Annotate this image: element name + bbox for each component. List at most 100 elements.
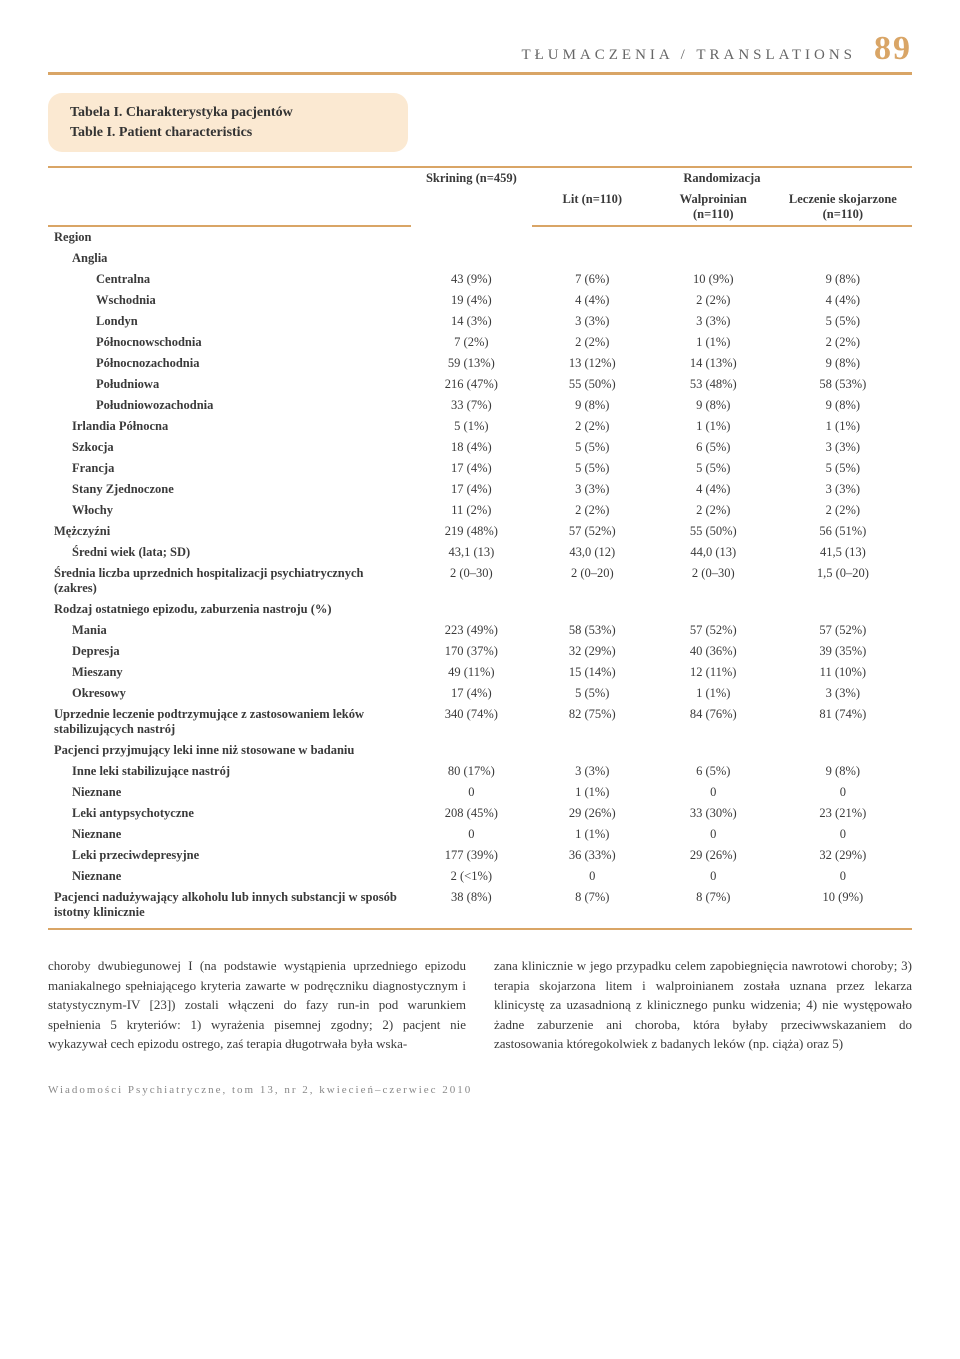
table-caption: Tabela I. Charakterystyka pacjentów Tabl… — [48, 93, 408, 152]
row-label: Pacjenci przyjmujący leki inne niż stoso… — [48, 740, 411, 761]
table-row: Nieznane01 (1%)00 — [48, 782, 912, 803]
cell-value: 1 (1%) — [532, 782, 653, 803]
cell-value: 12 (11%) — [653, 662, 774, 683]
body-text: choroby dwubiegunowej I (na podstawie wy… — [48, 956, 912, 1054]
cell-value: 216 (47%) — [411, 374, 532, 395]
cell-value: 5 (5%) — [532, 458, 653, 479]
cell-value: 10 (9%) — [653, 269, 774, 290]
row-label: Nieznane — [48, 824, 411, 845]
table-row: Włochy11 (2%)2 (2%)2 (2%)2 (2%) — [48, 500, 912, 521]
cell-value: 9 (8%) — [653, 395, 774, 416]
cell-value: 29 (26%) — [653, 845, 774, 866]
cell-value: 3 (3%) — [532, 761, 653, 782]
cell-value: 0 — [411, 782, 532, 803]
cell-value: 8 (7%) — [653, 887, 774, 929]
cell-value: 0 — [774, 782, 912, 803]
cell-value: 17 (4%) — [411, 479, 532, 500]
cell-value: 2 (0–30) — [653, 563, 774, 599]
table-row: Nieznane01 (1%)00 — [48, 824, 912, 845]
cell-value: 7 (2%) — [411, 332, 532, 353]
cell-value: 10 (9%) — [774, 887, 912, 929]
cell-value: 219 (48%) — [411, 521, 532, 542]
table-row: Mieszany49 (11%)15 (14%)12 (11%)11 (10%) — [48, 662, 912, 683]
table-row: Północnozachodnia59 (13%)13 (12%)14 (13%… — [48, 353, 912, 374]
row-label: Depresja — [48, 641, 411, 662]
cell-value: 57 (52%) — [774, 620, 912, 641]
cell-value: 2 (2%) — [653, 290, 774, 311]
table-row: Depresja170 (37%)32 (29%)40 (36%)39 (35%… — [48, 641, 912, 662]
table-row: Anglia — [48, 248, 912, 269]
table-row: Średni wiek (lata; SD)43,1 (13)43,0 (12)… — [48, 542, 912, 563]
cell-value: 340 (74%) — [411, 704, 532, 740]
table-row: Stany Zjednoczone17 (4%)3 (3%)4 (4%)3 (3… — [48, 479, 912, 500]
cell-value: 58 (53%) — [774, 374, 912, 395]
cell-value: 11 (2%) — [411, 500, 532, 521]
cell-value: 5 (5%) — [532, 437, 653, 458]
table-row: Mężczyźni219 (48%)57 (52%)55 (50%)56 (51… — [48, 521, 912, 542]
cell-value: 3 (3%) — [774, 683, 912, 704]
cell-value: 17 (4%) — [411, 683, 532, 704]
cell-value: 177 (39%) — [411, 845, 532, 866]
cell-value: 4 (4%) — [532, 290, 653, 311]
cell-value: 58 (53%) — [532, 620, 653, 641]
table-row: Średnia liczba uprzednich hospitalizacji… — [48, 563, 912, 599]
table-row: Pacjenci nadużywający alkoholu lub innyc… — [48, 887, 912, 929]
row-label: Inne leki stabilizujące nastrój — [48, 761, 411, 782]
cell-value: 2 (2%) — [774, 332, 912, 353]
section-title: TŁUMACZENIA / TRANSLATIONS — [48, 47, 874, 64]
cell-value: 1,5 (0–20) — [774, 563, 912, 599]
cell-value: 44,0 (13) — [653, 542, 774, 563]
cell-value: 170 (37%) — [411, 641, 532, 662]
table-row: Pacjenci przyjmujący leki inne niż stoso… — [48, 740, 912, 761]
cell-value: 2 (2%) — [774, 500, 912, 521]
row-label: Północnowschodnia — [48, 332, 411, 353]
cell-value: 5 (5%) — [774, 311, 912, 332]
row-label: Okresowy — [48, 683, 411, 704]
cell-value: 43 (9%) — [411, 269, 532, 290]
cell-value: 6 (5%) — [653, 437, 774, 458]
page-number: 89 — [874, 30, 912, 68]
row-label: Nieznane — [48, 866, 411, 887]
row-label: Średnia liczba uprzednich hospitalizacji… — [48, 563, 411, 599]
cell-value: 6 (5%) — [653, 761, 774, 782]
cell-value: 2 (2%) — [653, 500, 774, 521]
cell-value: 82 (75%) — [532, 704, 653, 740]
cell-value: 29 (26%) — [532, 803, 653, 824]
row-label: Pacjenci nadużywający alkoholu lub innyc… — [48, 887, 411, 929]
cell-value: 17 (4%) — [411, 458, 532, 479]
cell-value: 43,0 (12) — [532, 542, 653, 563]
cell-value: 0 — [411, 824, 532, 845]
cell-value: 0 — [532, 866, 653, 887]
cell-value: 0 — [653, 866, 774, 887]
col-lit: Lit (n=110) — [532, 189, 653, 226]
table-row: Region — [48, 226, 912, 248]
row-label: Leki antypsychotyczne — [48, 803, 411, 824]
table-row: Uprzednie leczenie podtrzymujące z zasto… — [48, 704, 912, 740]
cell-value: 0 — [653, 782, 774, 803]
cell-value: 5 (1%) — [411, 416, 532, 437]
cell-value: 9 (8%) — [532, 395, 653, 416]
col-walproinian: Walproinian (n=110) — [653, 189, 774, 226]
cell-value: 5 (5%) — [774, 458, 912, 479]
col-leczenie: Leczenie skojarzone (n=110) — [774, 189, 912, 226]
row-label: Londyn — [48, 311, 411, 332]
cell-value: 57 (52%) — [532, 521, 653, 542]
cell-value: 3 (3%) — [532, 479, 653, 500]
cell-value: 56 (51%) — [774, 521, 912, 542]
cell-value: 3 (3%) — [653, 311, 774, 332]
row-label: Nieznane — [48, 782, 411, 803]
row-label: Centralna — [48, 269, 411, 290]
cell-value: 49 (11%) — [411, 662, 532, 683]
table-row: Południowozachodnia33 (7%)9 (8%)9 (8%)9 … — [48, 395, 912, 416]
cell-value: 3 (3%) — [774, 479, 912, 500]
cell-value: 32 (29%) — [532, 641, 653, 662]
row-label: Irlandia Północna — [48, 416, 411, 437]
row-label: Region — [48, 226, 411, 248]
row-label: Stany Zjednoczone — [48, 479, 411, 500]
caption-line-2: Table I. Patient characteristics — [70, 123, 386, 143]
table-row: Nieznane2 (<1%)000 — [48, 866, 912, 887]
table-row: Okresowy17 (4%)5 (5%)1 (1%)3 (3%) — [48, 683, 912, 704]
cell-value: 9 (8%) — [774, 761, 912, 782]
cell-value: 1 (1%) — [653, 416, 774, 437]
cell-value: 0 — [653, 824, 774, 845]
